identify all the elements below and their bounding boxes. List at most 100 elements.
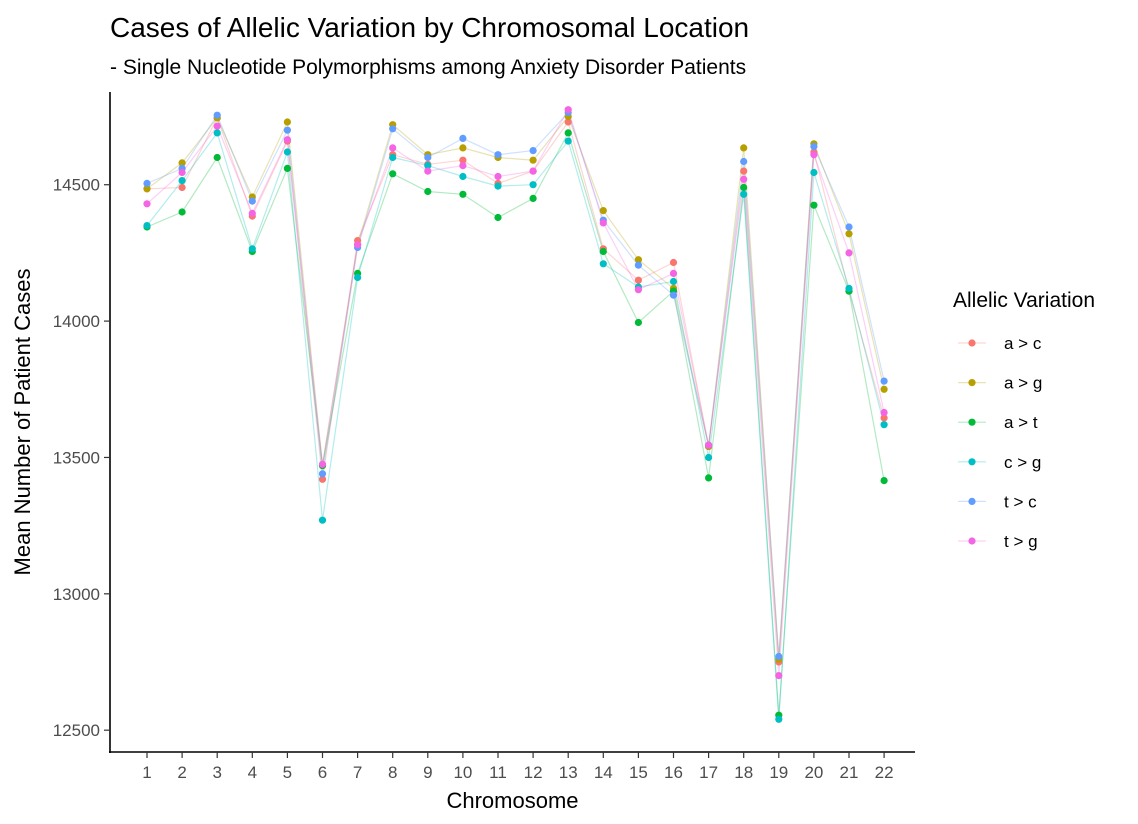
data-point-1-13 [599,207,607,215]
x-tick-label-8: 9 [423,763,432,782]
data-point-0-1 [178,183,186,192]
data-point-3-11 [529,181,537,189]
data-point-4-20 [845,223,853,231]
data-point-5-4 [283,136,291,144]
data-point-3-10 [494,182,502,190]
data-point-5-14 [634,286,643,294]
data-point-0-14 [634,276,643,284]
data-point-5-18 [775,672,783,680]
x-tick-label-1: 2 [177,763,186,782]
x-tick-label-11: 12 [524,763,543,782]
data-point-5-6 [354,241,362,249]
legend-key-point [968,537,976,545]
data-point-4-21 [880,377,888,385]
series-line-4 [146,111,885,657]
data-point-4-17 [740,157,748,166]
x-tick-label-3: 4 [248,763,257,782]
data-point-3-8 [424,162,432,170]
data-point-3-0 [143,222,151,230]
data-point-4-0 [143,179,151,187]
data-point-4-5 [318,470,327,478]
x-tick-label-19: 20 [804,763,823,782]
data-point-3-7 [389,153,397,162]
data-point-3-3 [248,245,256,253]
data-point-4-11 [529,147,537,155]
data-point-5-9 [459,162,467,170]
data-point-2-9 [459,190,467,198]
data-point-2-17 [740,183,748,192]
data-point-4-18 [775,652,783,661]
data-point-5-15 [669,269,678,277]
x-tick-label-12: 13 [559,763,578,782]
legend-title: Allelic Variation [953,289,1095,312]
data-point-2-16 [705,474,713,482]
legend-key-point [968,418,976,426]
series-line-0 [146,116,885,663]
data-point-1-9 [459,144,467,152]
y-tick-label-0: 12500 [53,721,100,740]
x-tick-label-6: 7 [353,763,362,782]
legend-item-1: a > g [958,374,1042,393]
data-point-3-21 [880,421,888,429]
data-point-3-17 [740,190,748,198]
legend-label: t > g [1004,532,1038,551]
data-point-5-10 [494,172,502,181]
legend-item-2: a > t [958,413,1038,432]
data-point-3-6 [354,273,362,282]
x-tick-label-7: 8 [388,763,397,782]
data-point-3-1 [178,177,186,185]
data-point-4-10 [494,151,502,159]
data-point-1-0 [143,185,151,193]
data-point-3-4 [283,148,291,156]
data-point-1-1 [178,159,186,167]
series-lines [146,108,885,720]
data-point-3-2 [213,129,221,137]
data-point-1-20 [845,230,853,238]
data-point-3-9 [459,172,467,181]
y-axis-title: Mean Number of Patient Cases [10,269,35,576]
data-point-1-21 [880,385,888,393]
x-tick-label-17: 18 [734,763,753,782]
data-point-5-0 [143,200,151,208]
data-point-2-19 [810,201,818,209]
x-tick-label-2: 3 [212,763,221,782]
data-point-2-1 [178,208,186,216]
data-point-2-10 [494,213,502,222]
series-line-3 [146,131,885,720]
data-point-4-7 [389,125,397,133]
data-point-0-5 [318,475,327,483]
legend-item-5: t > g [958,532,1038,551]
x-axis-title: Chromosome [446,788,578,813]
data-point-4-2 [213,111,221,119]
data-point-0-15 [669,258,678,267]
y-tick-label-1: 13000 [53,585,100,604]
legend-label: a > c [1004,334,1042,353]
legend-key-point [968,497,976,505]
x-tick-label-15: 16 [664,763,683,782]
data-point-1-14 [634,256,643,264]
legend-key-point [968,339,976,347]
series-points [143,106,888,723]
legend: Allelic Variation a > c a > g a > t c > g t >… [953,289,1095,551]
legend-item-3: c > g [958,453,1041,472]
data-point-4-14 [634,261,643,269]
data-point-5-19 [810,151,818,159]
data-point-5-1 [178,168,186,177]
data-point-5-3 [248,209,256,217]
y-tick-label-2: 13500 [53,448,100,467]
data-point-0-17 [740,167,748,175]
x-tick-label-14: 15 [629,763,648,782]
chart-subtitle: - Single Nucleotide Polymorphisms among … [110,56,747,79]
data-point-5-7 [389,144,397,152]
data-point-2-21 [880,477,888,485]
data-point-2-12 [564,129,572,137]
legend-key-point [968,379,976,387]
data-point-3-16 [705,453,713,462]
data-point-2-7 [389,170,397,178]
data-point-4-19 [810,142,818,151]
data-point-4-8 [424,153,432,162]
series-line-1 [146,115,885,660]
legend-label: c > g [1004,453,1041,472]
